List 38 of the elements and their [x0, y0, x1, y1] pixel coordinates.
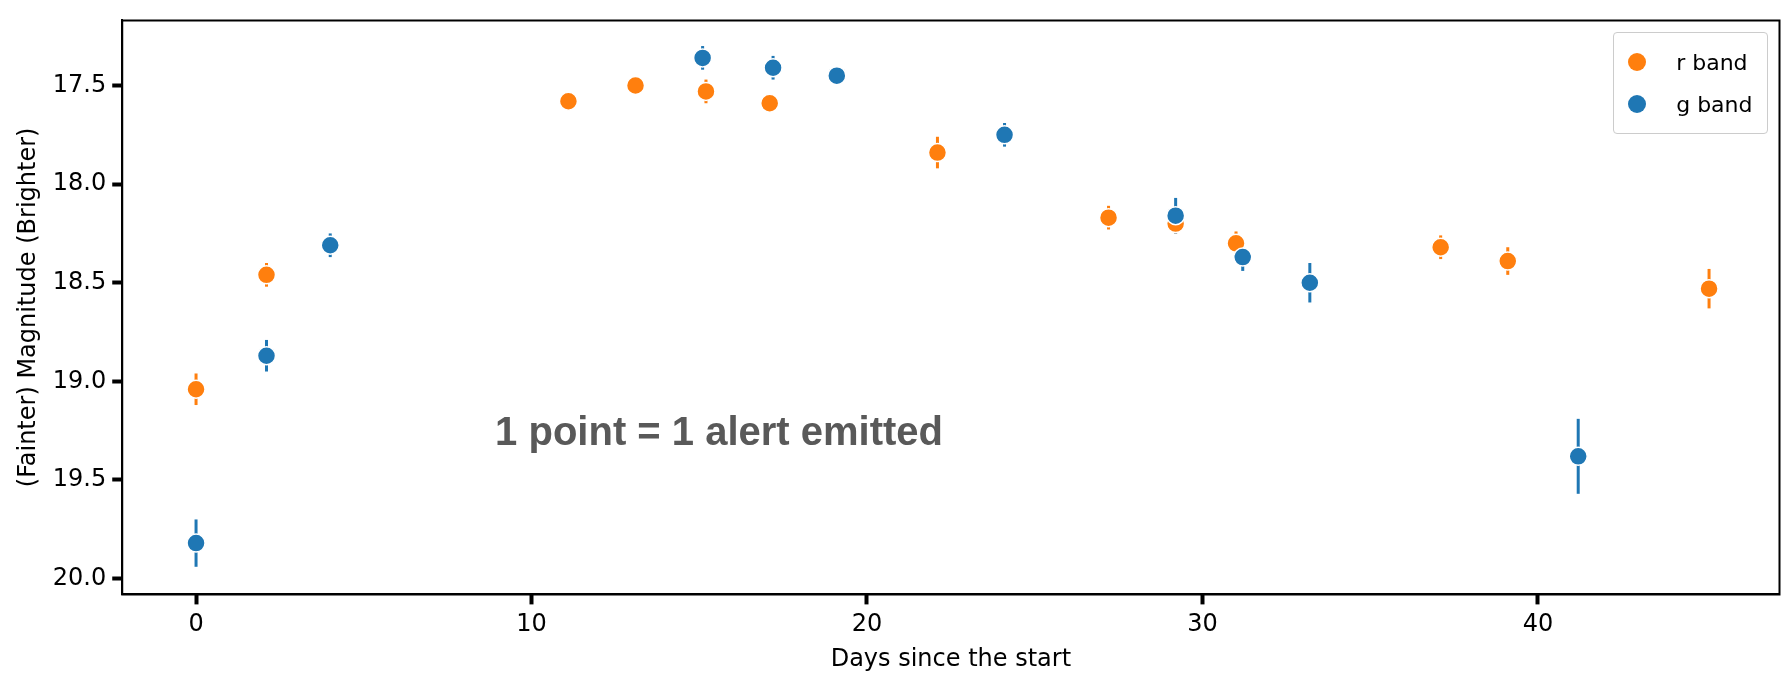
point	[696, 81, 716, 102]
y-tick-label: 18.5	[52, 266, 107, 295]
point	[927, 142, 948, 163]
point	[320, 235, 340, 256]
point	[759, 93, 780, 113]
y-tick-label: 19.5	[52, 464, 107, 493]
point	[1430, 237, 1451, 257]
point	[1165, 205, 1186, 226]
point	[1568, 446, 1588, 467]
point	[1232, 247, 1253, 267]
x-tick-label: 40	[1522, 609, 1554, 638]
x-tick-label: 20	[851, 609, 883, 638]
x-tick-label: 30	[1187, 609, 1218, 638]
x-tick-label: 10	[516, 609, 547, 638]
legend-label: r band	[1676, 49, 1748, 75]
point	[1699, 278, 1719, 299]
point	[994, 125, 1015, 145]
legend-label: g band	[1676, 91, 1753, 117]
y-tick-label: 17.5	[52, 69, 107, 98]
point	[186, 533, 206, 553]
point	[256, 345, 277, 366]
x-axis-title: Days since the start	[830, 643, 1072, 672]
point	[692, 48, 713, 68]
y-axis-title: (Fainter) Magnitude (Brighter)	[12, 127, 41, 488]
y-tick-label: 19.0	[52, 365, 107, 394]
point	[1498, 251, 1518, 271]
point	[827, 65, 847, 86]
y-tick-label: 18.0	[52, 168, 107, 197]
point	[763, 57, 783, 78]
point	[1300, 272, 1320, 293]
point	[1098, 207, 1119, 228]
annotation: 1 point = 1 alert emitted	[495, 408, 944, 453]
y-tick-label: 20.0	[52, 562, 107, 591]
point	[256, 265, 277, 285]
x-tick-label: 0	[188, 609, 204, 638]
point	[558, 91, 579, 112]
point	[186, 379, 206, 400]
point	[625, 75, 646, 96]
